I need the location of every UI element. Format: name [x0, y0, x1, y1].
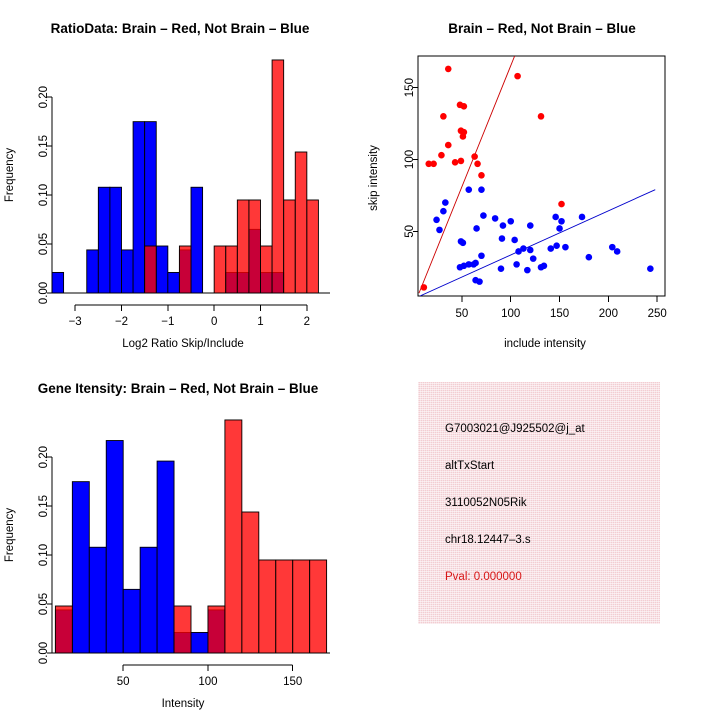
svg-text:2: 2 — [304, 316, 310, 328]
scatter-x-axis: 50 100 150 200 250 — [456, 296, 667, 320]
info-hatch-texture — [418, 382, 660, 624]
svg-text:50: 50 — [404, 225, 416, 238]
scatter-plot-area — [417, 55, 666, 297]
svg-text:0.10: 0.10 — [38, 544, 50, 566]
event-type-text: altTxStart — [445, 460, 495, 472]
ratio-histogram-plot-area — [51, 59, 330, 294]
svg-text:200: 200 — [599, 308, 618, 320]
svg-text:0.15: 0.15 — [38, 495, 50, 517]
svg-text:0.10: 0.10 — [38, 184, 50, 206]
svg-text:−3: −3 — [69, 316, 82, 328]
scatter-y-axis: 50 100 150 — [404, 78, 419, 238]
panel-gene-histogram: Gene Itensity: Brain – Red, Not Brain – … — [0, 360, 360, 720]
panel-scatter: Brain – Red, Not Brain – Blue 50 100 150 5… — [360, 0, 720, 360]
svg-text:0.05: 0.05 — [38, 233, 50, 255]
gene-histogram-plot-area — [52, 419, 330, 654]
ratio-histogram-y-axis-label: Frequency — [4, 148, 16, 203]
gene-histogram-x-axis-label: Intensity — [162, 698, 205, 710]
svg-text:−2: −2 — [115, 316, 128, 328]
ratio-histogram-x-axis: −3 −2 −1 0 1 2 — [69, 304, 310, 328]
ratio-histogram-x-axis-label: Log2 Ratio Skip/Include — [122, 338, 243, 350]
svg-text:0.15: 0.15 — [38, 135, 50, 157]
info-text-block: G7003021@J925502@j_at altTxStart 3110052… — [418, 382, 660, 624]
panel-ratio-histogram: RatioData: Brain – Red, Not Brain – Blue… — [0, 0, 360, 360]
ratio-histogram-svg: RatioData: Brain – Red, Not Brain – Blue… — [4, 21, 330, 350]
svg-text:150: 150 — [550, 308, 569, 320]
svg-text:0.20: 0.20 — [38, 86, 50, 108]
scatter-title: Brain – Red, Not Brain – Blue — [448, 21, 636, 36]
locus-text: chr18.12447–3.s — [445, 534, 531, 546]
svg-text:0.05: 0.05 — [38, 593, 50, 615]
svg-text:0.20: 0.20 — [38, 446, 50, 468]
gene-histogram-y-axis-label: Frequency — [4, 508, 16, 563]
svg-text:250: 250 — [648, 308, 667, 320]
gene-histogram-y-axis: 0.00 0.05 0.10 0.15 0.20 — [38, 446, 53, 664]
panel-info: G7003021@J925502@j_at altTxStart 3110052… — [360, 360, 720, 720]
svg-text:50: 50 — [117, 676, 130, 688]
scatter-y-axis-label: skip intensity — [368, 145, 380, 211]
scatter-svg: Brain – Red, Not Brain – Blue 50 100 150 5… — [368, 21, 667, 350]
svg-text:0.00: 0.00 — [38, 282, 50, 304]
svg-text:100: 100 — [501, 308, 520, 320]
scatter-x-axis-label: include intensity — [504, 338, 586, 350]
pval-text: Pval: 0.000000 — [445, 571, 522, 583]
svg-text:−1: −1 — [161, 316, 174, 328]
gene-symbol-text: 3110052N05Rik — [445, 497, 527, 509]
info-background: G7003021@J925502@j_at altTxStart 3110052… — [418, 382, 660, 624]
svg-text:100: 100 — [198, 676, 217, 688]
svg-text:50: 50 — [456, 308, 469, 320]
svg-text:150: 150 — [283, 676, 302, 688]
svg-text:1: 1 — [257, 316, 263, 328]
gene-histogram-x-axis: 50 100 150 — [117, 664, 302, 688]
svg-text:100: 100 — [404, 150, 416, 169]
svg-text:150: 150 — [404, 78, 416, 97]
svg-text:0.00: 0.00 — [38, 642, 50, 664]
probe-id-text: G7003021@J925502@j_at — [445, 423, 585, 435]
gene-histogram-title: Gene Itensity: Brain – Red, Not Brain – … — [38, 381, 319, 396]
gene-histogram-svg: Gene Itensity: Brain – Red, Not Brain – … — [4, 381, 330, 710]
ratio-histogram-y-axis: 0.00 0.05 0.10 0.15 0.20 — [38, 86, 53, 304]
svg-text:0: 0 — [211, 316, 217, 328]
ratio-histogram-title: RatioData: Brain – Red, Not Brain – Blue — [51, 21, 310, 36]
